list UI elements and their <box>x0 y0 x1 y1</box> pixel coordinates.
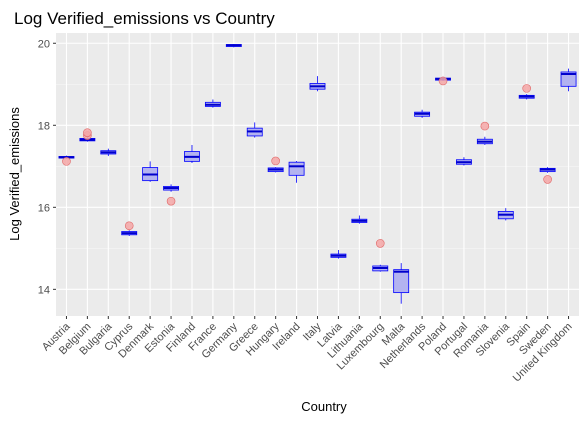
box-luxembourg <box>372 239 389 272</box>
box-france <box>204 99 221 108</box>
box-germany <box>225 44 242 48</box>
box-ireland <box>288 160 305 183</box>
chart-title: Log Verified_emissions vs Country <box>14 9 275 28</box>
box-latvia <box>330 249 347 259</box>
y-tick-label: 20 <box>38 38 50 50</box>
outlier-point <box>62 157 71 166</box>
outlier-point <box>83 128 92 137</box>
box-estonia <box>163 184 179 206</box>
y-tick-label: 18 <box>38 120 50 132</box>
outlier-point <box>271 156 280 166</box>
y-axis-ticks: 14 16 18 20 <box>38 38 56 296</box>
y-tick-label: 14 <box>38 284 50 296</box>
x-axis-ticks: AustriaBelgiumBulgariaCyprusDenmarkEston… <box>40 316 575 384</box>
box-malta <box>393 263 410 304</box>
box-denmark <box>142 161 159 182</box>
box-united-kingdom <box>560 68 577 92</box>
box-lithuania <box>351 215 368 224</box>
box-italy <box>309 76 326 92</box>
box-iqr <box>560 71 577 87</box>
outlier-point <box>438 76 448 86</box>
outlier-point <box>522 84 532 93</box>
box-slovenia <box>497 208 514 221</box>
box-series <box>58 44 577 304</box>
box-finland <box>184 144 200 164</box>
outlier-point <box>375 239 385 248</box>
box-hungary <box>267 156 284 173</box>
box-romania <box>476 121 493 145</box>
box-netherlands <box>414 109 431 118</box>
box-cyprus <box>121 221 138 237</box>
y-axis-title: Log Verified_emissions <box>7 107 22 241</box>
box-iqr <box>288 161 305 176</box>
box-sweden <box>539 167 556 184</box>
y-tick-label: 16 <box>38 202 50 214</box>
box-greece <box>246 122 263 138</box>
box-spain <box>518 84 535 100</box>
x-axis-title: Country <box>301 399 347 414</box>
box-belgium <box>79 128 96 142</box>
outlier-point <box>480 121 490 131</box>
box-bulgaria <box>100 148 117 157</box>
box-poland <box>435 76 451 86</box>
outlier-point <box>543 175 552 184</box>
grid-lines <box>56 33 579 316</box>
outlier-point <box>124 221 134 231</box>
box-austria <box>58 155 75 166</box>
outlier-point <box>166 196 176 206</box>
box-portugal <box>456 157 472 166</box>
box-iqr <box>393 269 410 294</box>
